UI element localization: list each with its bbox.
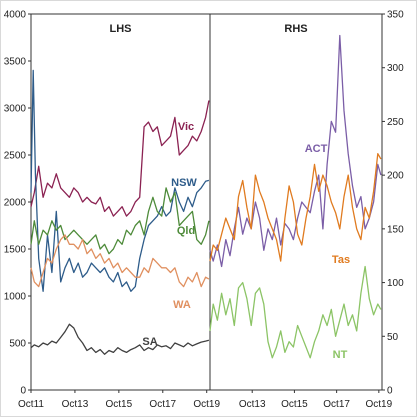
rhs-x-tick-label: Oct15 xyxy=(281,399,308,410)
rhs-x-tick-label: Oct13 xyxy=(239,399,266,410)
lhs-panel-title: LHS xyxy=(110,23,132,35)
rhs-series-tas-line xyxy=(209,153,382,262)
right-y-tick-label: 250 xyxy=(387,117,404,128)
left-y-tick-label: 0 xyxy=(20,386,26,397)
right-y-tick-label: 50 xyxy=(387,332,399,343)
right-y-tick-label: 100 xyxy=(387,278,404,289)
series-label-nt: NT xyxy=(333,349,348,361)
lhs-series-qld-line xyxy=(30,187,210,255)
labels-group: 0 500 1000 1500 2000 2500 3000 3500 4000 0 50 100 15… xyxy=(4,10,404,411)
left-y-tick-label: 3000 xyxy=(4,104,27,115)
lhs-series-nsw-line xyxy=(30,69,210,292)
lhs-x-tick-label: Oct11 xyxy=(18,399,44,410)
rhs-series-nt-line xyxy=(209,265,382,359)
right-y-tick-label: 200 xyxy=(387,171,404,182)
lhs-x-tick-label: Oct15 xyxy=(106,399,133,410)
right-y-tick-label: 0 xyxy=(387,386,393,397)
series-label-nsw: NSW xyxy=(171,177,197,189)
rhs-x-tick-label: Oct19 xyxy=(365,399,392,410)
lhs-x-tick-label: Oct13 xyxy=(62,399,89,410)
lhs-x-tick-label: Oct19 xyxy=(193,399,220,410)
lhs-x-tick-label: Oct17 xyxy=(149,399,176,410)
series-label-qld: Qld xyxy=(177,225,195,237)
rhs-series-act-line xyxy=(209,34,382,268)
left-y-tick-label: 2500 xyxy=(4,151,27,162)
left-y-tick-label: 4000 xyxy=(4,10,27,21)
left-y-tick-label: 3500 xyxy=(4,57,27,68)
lhs-series-vic-line xyxy=(30,100,210,217)
series-label-tas: Tas xyxy=(332,254,350,266)
left-y-tick-label: 500 xyxy=(9,339,26,350)
rhs-x-tick-label: Oct17 xyxy=(323,399,350,410)
series-label-sa: SA xyxy=(142,336,157,348)
series-label-vic: Vic xyxy=(178,121,194,133)
right-y-tick-label: 150 xyxy=(387,224,404,235)
lhs-series-wa-line xyxy=(30,234,210,288)
series-label-act: ACT xyxy=(305,143,328,155)
rhs-panel-title: RHS xyxy=(284,23,307,35)
right-y-tick-label: 350 xyxy=(387,10,404,21)
right-y-tick-label: 300 xyxy=(387,63,404,74)
left-y-tick-label: 1000 xyxy=(4,292,27,303)
lhs-series-sa-line xyxy=(30,323,210,355)
left-y-tick-label: 1500 xyxy=(4,245,27,256)
left-y-tick-label: 2000 xyxy=(4,198,27,209)
series-label-wa: WA xyxy=(173,299,191,311)
series-group xyxy=(30,34,382,359)
